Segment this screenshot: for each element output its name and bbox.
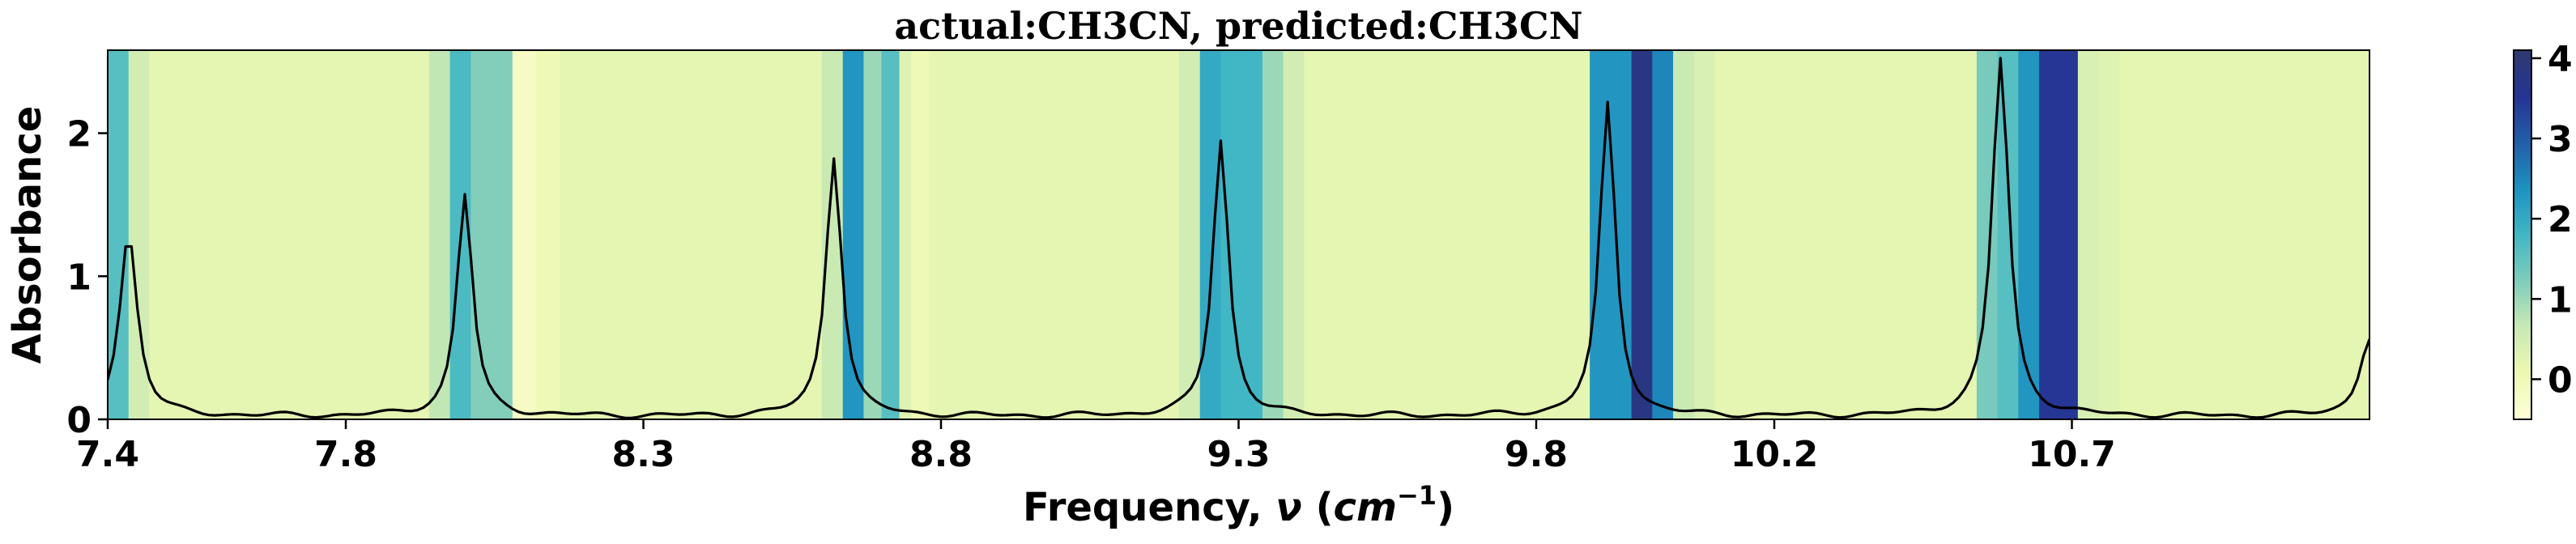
heatmap-band (1283, 50, 1305, 419)
heatmap-band (128, 50, 151, 419)
heatmap-band (1262, 50, 1284, 419)
x-tick-label: 10.2 (1731, 434, 1819, 475)
y-tick-label: 2 (66, 114, 92, 155)
colorbar-ticks: 0 1 2 3 4 (2531, 39, 2573, 401)
heatmap-band (560, 50, 823, 419)
heatmap-band (1673, 50, 1695, 419)
x-tick-label: 10.7 (2028, 434, 2116, 475)
heatmap-band (1590, 50, 1633, 419)
heatmap-band (863, 50, 883, 419)
heatmap-band (512, 50, 537, 419)
heatmap-band (2039, 50, 2079, 419)
heatmap-band (929, 50, 1180, 419)
heatmap-band (1304, 50, 1590, 419)
colorbar-tick-label: 1 (2548, 279, 2573, 321)
heatmap-band (1997, 50, 2019, 419)
heatmap-band (842, 50, 865, 419)
heatmap-band (2018, 50, 2040, 419)
x-tick-label: 7.8 (314, 434, 377, 475)
heatmap-band (1976, 50, 1999, 419)
heatmap-band (428, 50, 451, 419)
heatmap-band (1652, 50, 1674, 419)
heatmap-band (1714, 50, 1978, 419)
colorbar: 0 1 2 3 4 (2513, 39, 2573, 420)
y-axis-title: Absorbance (5, 106, 50, 364)
heatmap-band (470, 50, 513, 419)
heatmap-band (911, 50, 930, 419)
colorbar-tick-label: 3 (2548, 119, 2573, 160)
x-tick-label: 8.3 (612, 434, 675, 475)
colorbar-tick-label: 4 (2548, 39, 2573, 80)
y-tick-label: 1 (66, 257, 92, 298)
y-axis: 0 1 2 (66, 114, 108, 441)
heatmap-band (108, 50, 130, 419)
y-tick-label: 0 (66, 400, 92, 441)
heatmap-band (1179, 50, 1201, 419)
heatmap-band (2119, 50, 2369, 419)
colorbar-gradient (2513, 49, 2532, 420)
x-tick-label: 9.3 (1207, 434, 1271, 475)
x-axis-title: Frequency, ν (cm−1) (1023, 480, 1454, 530)
heatmap-band (2077, 50, 2100, 419)
x-axis: 7.4 7.8 8.3 8.8 9.3 9.8 10.2 10.7 (76, 419, 2116, 475)
heatmap-band (881, 50, 901, 419)
x-tick-label: 8.8 (909, 434, 973, 475)
heatmap-band (149, 50, 430, 419)
heatmap-band (2098, 50, 2120, 419)
heatmap-bands (108, 50, 2369, 419)
colorbar-tick-label: 2 (2548, 199, 2573, 240)
heatmap-band (1199, 50, 1222, 419)
heatmap-band (899, 50, 912, 419)
heatmap-band (536, 50, 561, 419)
chart-title: actual:CH3CN, predicted:CH3CN (894, 4, 1582, 48)
x-tick-label: 7.4 (76, 434, 139, 475)
heatmap-band (1693, 50, 1716, 419)
heatmap-band (1631, 50, 1653, 419)
colorbar-tick-label: 0 (2548, 359, 2573, 401)
x-tick-label: 9.8 (1505, 434, 1568, 475)
absorbance-line (108, 57, 2369, 419)
